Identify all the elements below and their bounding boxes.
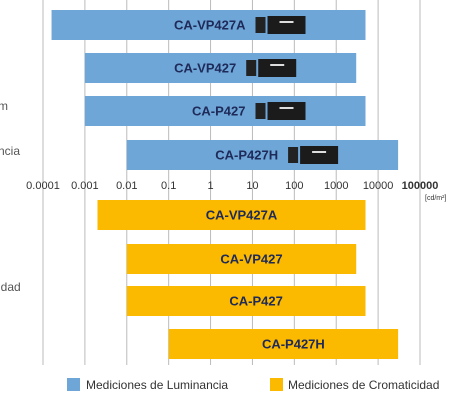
group-label: idad — [0, 280, 21, 294]
camera-icon — [256, 17, 266, 33]
x-tick-label: 1 — [207, 180, 213, 192]
x-tick-label: 100 — [285, 180, 303, 192]
bar-label: CA-VP427A — [174, 17, 246, 32]
camera-icon — [280, 21, 294, 23]
legend-swatch — [270, 378, 283, 391]
camera-icon — [268, 16, 306, 34]
bar-label: CA-P427 — [192, 103, 245, 118]
legend-label: Mediciones de Luminancia — [86, 378, 228, 392]
x-unit: [cd/m²] — [425, 195, 446, 202]
bar-label: CA-VP427 — [174, 60, 236, 75]
camera-icon — [280, 107, 294, 109]
group-label: ncia — [0, 144, 20, 158]
x-tick-label: 0.0001 — [26, 180, 60, 192]
bar-label: CA-VP427A — [206, 207, 278, 222]
camera-icon — [268, 102, 306, 120]
x-tick-label: 100000 — [402, 180, 439, 192]
x-tick-label: 0.01 — [116, 180, 137, 192]
camera-icon — [246, 60, 256, 76]
camera-icon — [288, 147, 298, 163]
x-tick-label: 1000 — [324, 180, 348, 192]
camera-icon — [270, 64, 284, 66]
bar-label: CA-P427H — [262, 336, 325, 351]
x-tick-label: 0.001 — [71, 180, 99, 192]
group-label: m — [0, 99, 8, 113]
x-tick-label: 10 — [246, 180, 258, 192]
camera-icon — [258, 59, 296, 77]
legend-swatch — [67, 378, 80, 391]
camera-icon — [300, 146, 338, 164]
bar-label: CA-VP427 — [220, 251, 282, 266]
legend-label: Mediciones de Cromaticidad — [288, 378, 439, 392]
bar-label: CA-P427H — [215, 147, 278, 162]
bar-label: CA-P427 — [229, 293, 282, 308]
camera-icon — [256, 103, 266, 119]
chart: m ncia idad [cd/m²] 0.0001 0.001 0.01 0.1 1 1… — [0, 0, 459, 398]
x-tick-label: 0.1 — [161, 180, 176, 192]
x-tick-label: 10000 — [363, 180, 394, 192]
camera-icon — [312, 151, 326, 153]
